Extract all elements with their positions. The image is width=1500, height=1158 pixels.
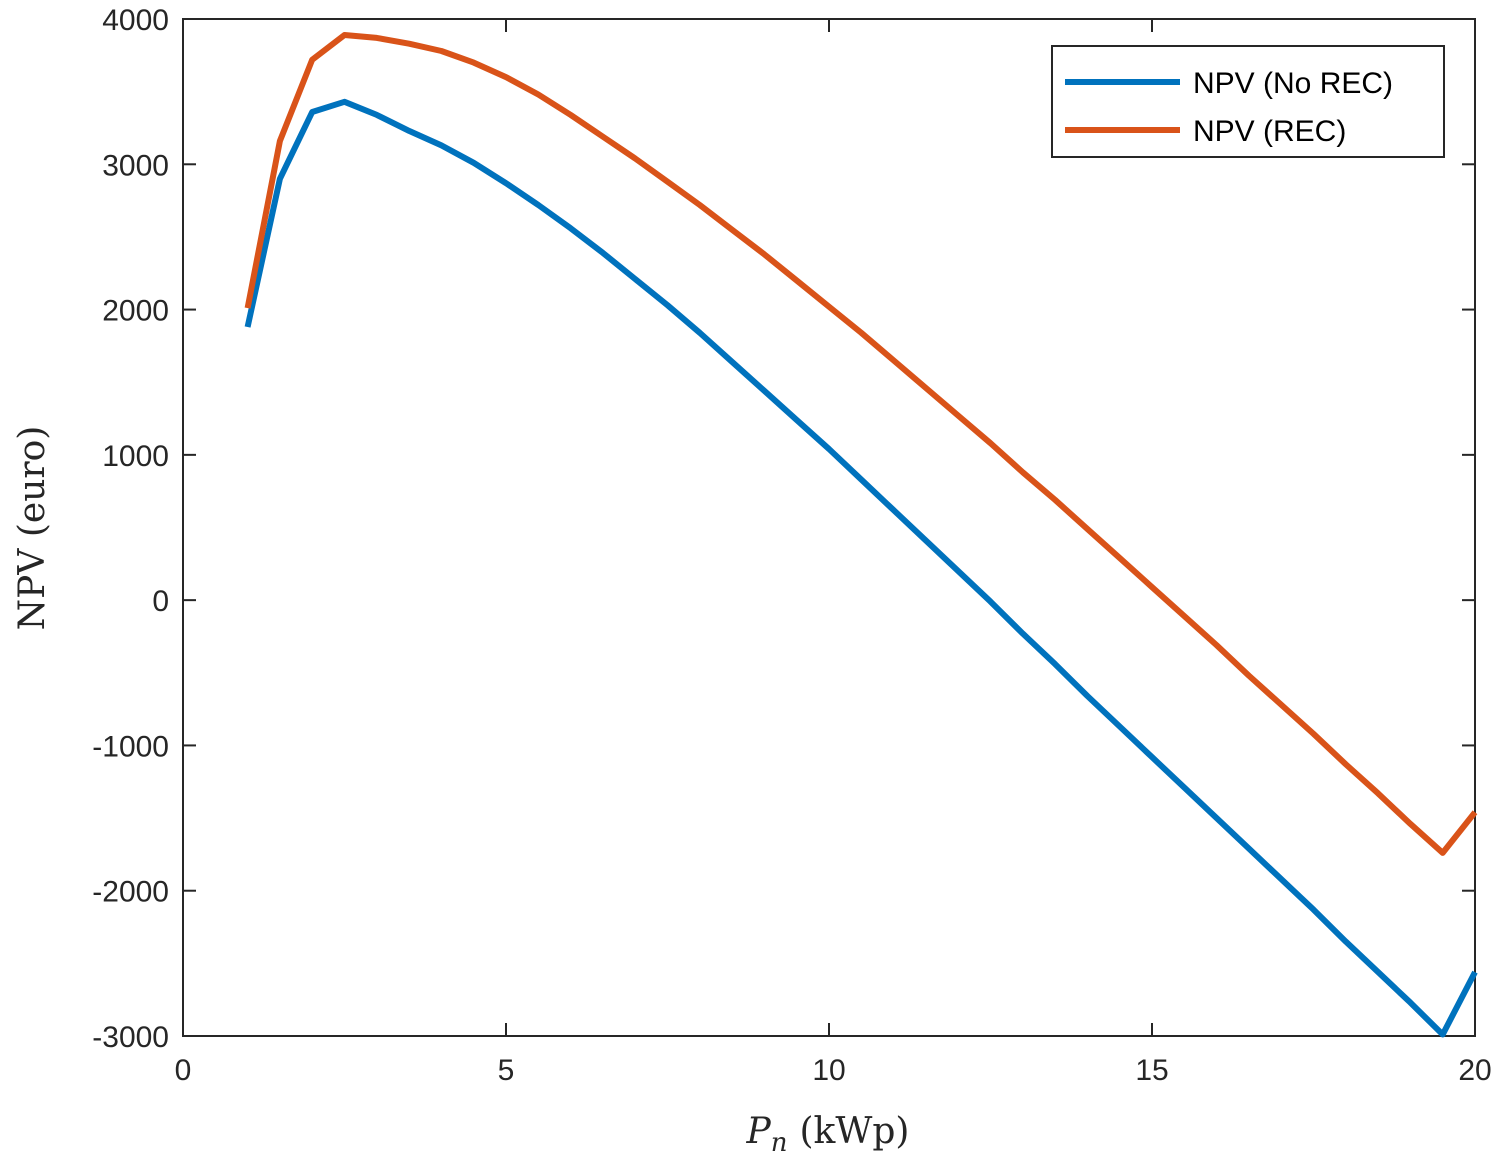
x-axis-label-symbol: P <box>746 1111 772 1152</box>
y-axis-label: NPV (euro) <box>12 426 53 631</box>
y-tick-label: 3000 <box>102 149 169 182</box>
legend: NPV (No REC) NPV (REC) <box>1051 45 1445 158</box>
series-line-2 <box>244 32 1478 856</box>
y-tick-label: 1000 <box>102 440 169 473</box>
y-tick-label: 4000 <box>102 4 169 37</box>
x-tick-label: 15 <box>1135 1054 1168 1087</box>
x-axis-label-unit: (kWp) <box>800 1111 910 1152</box>
x-tick-label: 20 <box>1458 1054 1491 1087</box>
legend-label-2: NPV (REC) <box>1193 115 1346 148</box>
legend-box <box>1051 45 1445 158</box>
x-tick-label: 5 <box>498 1054 515 1087</box>
y-tick-label: -1000 <box>92 730 169 763</box>
legend-label-1: NPV (No REC) <box>1193 67 1393 100</box>
x-axis-label-subscript: n <box>771 1128 788 1158</box>
y-tick-label: -3000 <box>92 1021 169 1054</box>
series-layer <box>244 32 1478 1038</box>
y-tick-label: 0 <box>152 585 169 618</box>
x-axis-label: Pn (kWp) <box>746 1111 910 1158</box>
series-line-1 <box>244 98 1478 1038</box>
x-tick-label: 10 <box>812 1054 845 1087</box>
y-tick-label: -2000 <box>92 876 169 909</box>
axis-ticks: 0 5 10 15 20 -3000 -2000 -1000 0 1000 2000 3000 4000 <box>92 4 1491 1087</box>
y-tick-label: 2000 <box>102 295 169 328</box>
x-tick-label: 0 <box>175 1054 192 1087</box>
